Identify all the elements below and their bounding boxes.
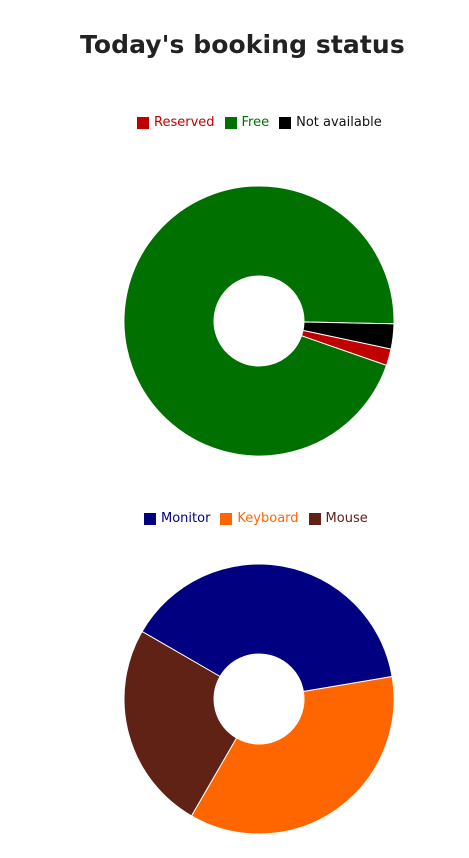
booking-status-slice-not-available[interactable]: [302, 321, 395, 350]
legend-label-not-available: Not available: [296, 115, 382, 130]
legend-item-keyboard[interactable]: Keyboard: [220, 511, 299, 526]
booking-status-slice-free[interactable]: [123, 185, 395, 457]
legend-item-reserved[interactable]: Reserved: [137, 115, 215, 130]
equipment-slice-keyboard[interactable]: [190, 675, 395, 835]
legend-swatch-reserved: [137, 116, 149, 129]
legend-label-keyboard: Keyboard: [237, 511, 299, 526]
legend-item-monitor[interactable]: Monitor: [144, 511, 210, 526]
legend-swatch-not-available: [279, 116, 292, 129]
legend-swatch-monitor: [144, 512, 156, 525]
legend-swatch-free: [224, 116, 237, 129]
legend-label-mouse: Mouse: [325, 511, 368, 526]
page-title: Today's booking status: [80, 30, 405, 59]
legend-item-free[interactable]: Free: [224, 115, 270, 130]
legend-item-not-available[interactable]: Not available: [279, 115, 382, 130]
legend-item-mouse[interactable]: Mouse: [308, 511, 368, 526]
equipment-slice-mouse[interactable]: [123, 630, 238, 817]
booking-status-donut: [123, 185, 395, 457]
equipment-slice-monitor[interactable]: [141, 563, 393, 693]
legend-label-monitor: Monitor: [161, 511, 211, 526]
equipment-donut: [123, 563, 395, 835]
legend-swatch-mouse: [308, 512, 321, 525]
legend-label-reserved: Reserved: [154, 115, 215, 130]
equipment-legend: Monitor Keyboard Mouse: [144, 511, 368, 526]
legend-swatch-keyboard: [220, 512, 233, 525]
booking-status-legend: Reserved Free Not available: [137, 115, 382, 130]
legend-label-free: Free: [241, 115, 270, 130]
